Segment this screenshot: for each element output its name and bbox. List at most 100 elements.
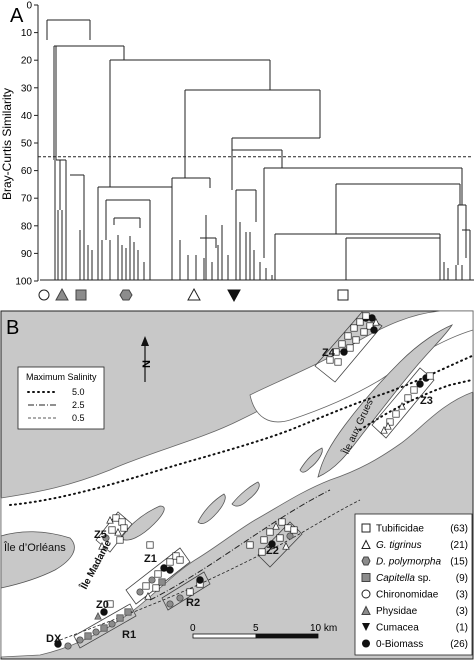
zone-label-z3: Z3 [420,395,433,407]
sample-capitella [124,608,132,616]
taxa-legend-item: Tubificidae (63) [361,523,468,535]
sample-tubificidae [426,372,434,380]
sample-tubificidae [360,328,368,336]
sample-tubificidae [108,526,116,534]
sample-tubificidae [120,524,128,532]
north-label: N [141,360,153,368]
sample-d-polymorpha [64,642,72,650]
sample-zero-biomass [160,564,168,572]
zone-label-z5: Z4 [322,347,336,359]
sample-zero-biomass [340,348,348,356]
sample-tubificidae [146,541,154,549]
y-tick-label: 90 [21,249,33,260]
sample-tubificidae [350,324,358,332]
sample-tubificidae [276,534,284,542]
sample-capitella [158,578,166,586]
island-center [119,505,165,541]
sample-d-polymorpha [136,588,144,596]
y-axis-label: Bray-Curtis Similarity [0,88,14,200]
north-arrow: N [141,336,153,382]
salinity-2-5: 2.5 [72,400,85,410]
taxa-legend-item: G. tigrinus (21) [361,539,468,551]
taxa-legend-name: Physidae [376,606,418,617]
sample-d-polymorpha [176,594,184,602]
y-tick-label: 70 [21,194,33,205]
sample-tubificidae [366,322,374,330]
sample-g-tigrinus [272,522,280,530]
sample-tubificidae [392,410,400,418]
sample-tubificidae [346,344,354,352]
sample-d-polymorpha [102,534,110,542]
group-markers [38,287,349,303]
taxa-legend-name: 0-Biomass [376,639,423,650]
sample-tubificidae [410,386,418,394]
taxa-legend-count: (1) [456,623,468,634]
zone-label-r2: R2 [186,597,200,609]
zone-label-z1: Z1 [144,553,157,565]
sample-zero-biomass [100,608,108,616]
sample-tubificidae [154,570,162,578]
sample-zero-biomass [196,576,204,584]
sample-d-polymorpha [76,636,84,644]
sample-zero-biomass [54,640,62,648]
scale-tick-10: 10 km [310,623,337,634]
taxa-legend-item: Chironomidae (3) [361,589,468,601]
sample-d-polymorpha [286,532,294,540]
sample-tubificidae [386,418,394,426]
zone-box-z3 [371,367,435,439]
sample-tubificidae [116,536,124,544]
zone-box-r2 [161,571,211,611]
place-ile-orleans: Île d’Orléans [3,541,66,554]
zone-box-z5 [314,311,383,383]
island-mid [231,481,260,507]
sample-g-tigrinus [398,402,406,410]
d-polymorpha-marker [119,289,133,301]
sample-zero-biomass [370,326,378,334]
isoline-5-north [359,379,473,431]
d-polymorpha-icon [361,556,371,566]
y-tick-label: 60 [21,166,33,177]
y-ticks: 0 10 20 30 40 50 60 70 80 90 100 [15,1,38,288]
taxa-legend-name: Cumacea [376,623,419,634]
y-tick-label: 40 [21,111,33,122]
sample-tubificidae [176,556,184,564]
sample-tubificidae [344,332,352,340]
y-tick-label: 30 [21,83,33,94]
sample-zero-biomass [368,314,376,322]
sample-tubificidae [172,552,180,560]
capitella-marker [75,289,87,301]
chironomidae-icon [361,589,371,599]
capitella-icon [361,573,371,582]
y-tick-label: 80 [21,221,33,232]
sample-d-polymorpha [92,628,100,636]
taxa-legend-item: Cumacea (1) [362,623,468,634]
taxa-legend-count: (15) [450,557,468,568]
taxa-legend-item: D. polymorpha (15) [361,556,468,568]
sample-tubificidae [186,588,194,596]
sample-tubificidae [260,536,268,544]
sample-symbols [54,312,434,650]
sample-physidae [94,612,102,620]
sample-tubificidae [266,528,274,536]
sample-zero-biomass [166,566,174,574]
taxa-legend-item: Physidae (3) [361,605,468,617]
sample-tubificidae [334,358,342,366]
sample-g-tigrinus [372,318,380,326]
cumacea-icon [362,623,370,631]
zone-labels: Z4 Z3 Z5 Z1 Z2 Z0 R1 R2 DX [46,347,433,645]
y-tick-label: 20 [21,56,33,67]
sample-tubificidae [332,348,340,356]
sample-tubificidae [142,582,150,590]
river-water [0,311,474,658]
island-madame [197,493,226,524]
y-tick-label: 0 [26,1,32,12]
sample-tubificidae [290,526,298,534]
salinity-5: 5.0 [72,387,85,397]
sample-g-tigrinus [114,528,122,536]
panel-b: Z4 Z3 Z5 Z1 Z2 Z0 R1 R2 DX Île d’Orléans… [0,310,474,660]
taxa-legend-name: G. tigrinus [376,540,422,551]
zero-biomass-icon [362,639,370,648]
sample-capitella [84,632,92,640]
sample-tubificidae [352,336,360,344]
